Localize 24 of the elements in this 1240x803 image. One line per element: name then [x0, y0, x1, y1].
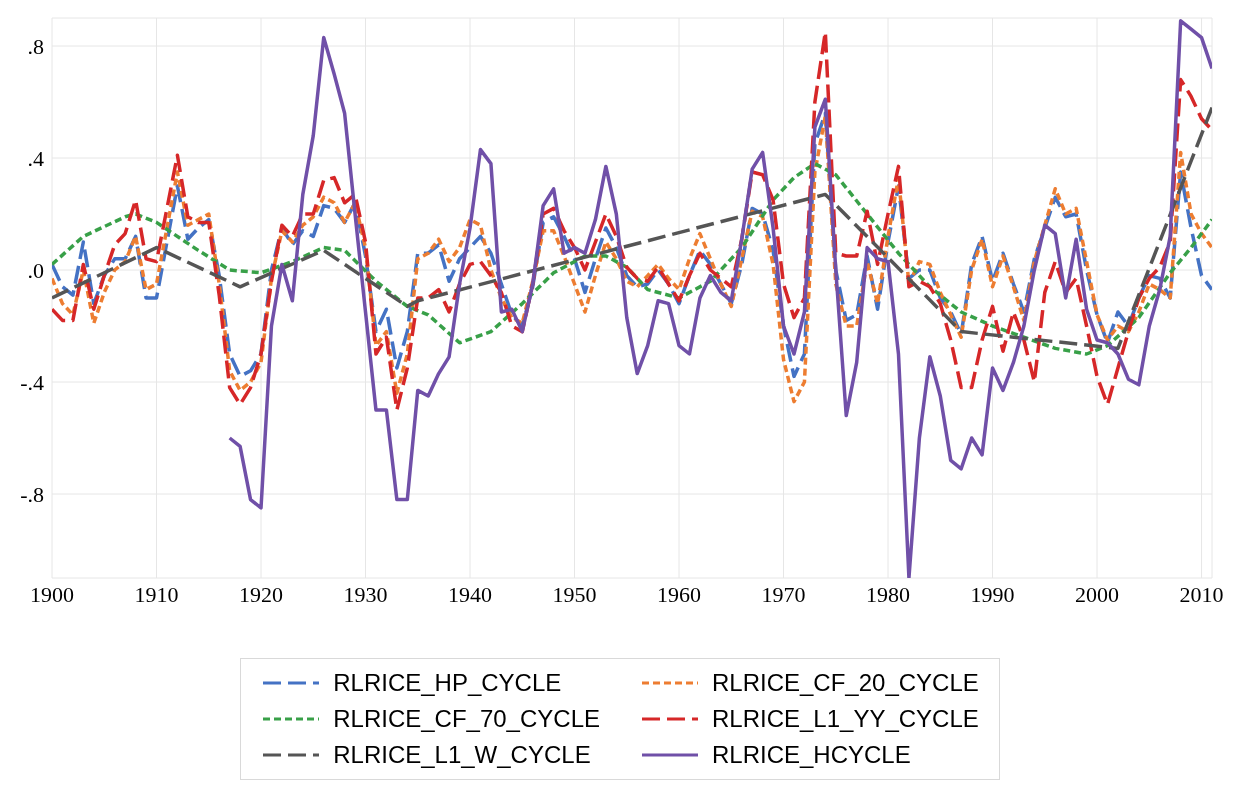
x-tick-label: 1960 — [657, 581, 702, 607]
x-tick-label: 1990 — [970, 581, 1015, 607]
legend-label: RLRICE_CF_20_CYCLE — [711, 669, 979, 697]
x-tick-label: 2000 — [1075, 581, 1120, 607]
y-tick-label: -.8 — [20, 481, 44, 507]
legend-label: RLRICE_L1_W_CYCLE — [333, 741, 591, 769]
x-tick-label: 1970 — [761, 581, 806, 607]
x-tick-label: 1950 — [552, 581, 597, 607]
y-tick-label: .0 — [27, 257, 44, 283]
x-tick-label: 2010 — [1179, 581, 1224, 607]
x-tick-label: 1980 — [866, 581, 911, 607]
y-tick-label: -.4 — [20, 369, 44, 395]
legend-label: RLRICE_HP_CYCLE — [333, 669, 562, 697]
legend-label: RLRICE_CF_70_CYCLE — [333, 705, 600, 733]
x-tick-label: 1930 — [343, 581, 388, 607]
y-tick-label: .8 — [27, 33, 44, 59]
line-series — [52, 161, 1212, 356]
x-tick-label: 1940 — [448, 581, 493, 607]
x-tick-label: 1920 — [239, 581, 284, 607]
x-tick-label: 1900 — [30, 581, 74, 607]
legend-label: RLRICE_L1_YY_CYCLE — [711, 705, 979, 733]
x-tick-label: 1910 — [134, 581, 179, 607]
y-tick-label: .4 — [27, 145, 44, 171]
legend-label: RLRICE_HCYCLE — [711, 741, 911, 769]
